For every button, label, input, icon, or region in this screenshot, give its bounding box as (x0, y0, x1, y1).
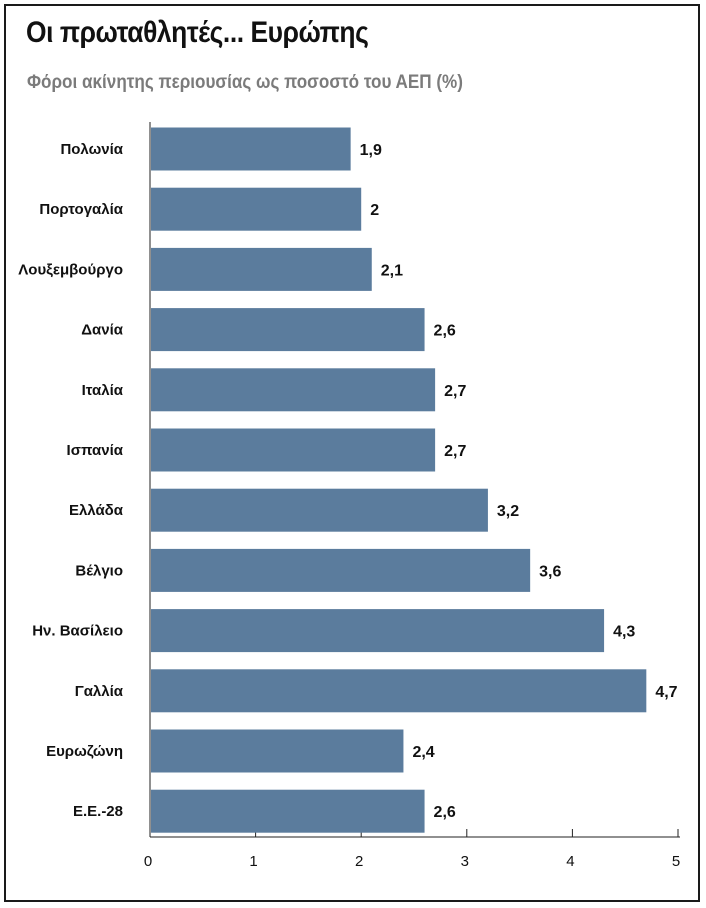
value-label: 3,6 (539, 563, 561, 580)
value-label: 2 (370, 202, 379, 219)
bar (151, 488, 488, 532)
category-label: Ε.Ε.-28 (73, 803, 123, 820)
x-tick-label: 5 (672, 853, 680, 870)
category-label: Ην. Βασίλειο (32, 623, 123, 640)
chart-title: Οι πρωταθλητές... Ευρώπης (26, 16, 369, 49)
bar (151, 548, 531, 592)
bar (151, 789, 425, 833)
bar (151, 669, 647, 713)
category-label: Γαλλία (75, 683, 124, 700)
value-label: 1,9 (360, 142, 382, 159)
x-tick-label: 0 (144, 853, 152, 870)
value-label: 2,7 (444, 383, 466, 400)
value-label: 2,6 (434, 323, 456, 340)
x-tick-label: 2 (355, 853, 363, 870)
category-label: Δανία (81, 322, 124, 339)
value-label: 2,7 (444, 443, 466, 460)
category-label: Βέλγιο (75, 562, 123, 579)
category-label: Πολωνία (60, 141, 123, 158)
value-label: 2,6 (434, 804, 456, 821)
category-label: Ελλάδα (69, 502, 124, 519)
x-tick-label: 4 (566, 853, 574, 870)
bar (151, 428, 436, 472)
value-label: 3,2 (497, 503, 519, 520)
bar (151, 187, 362, 231)
x-tick-label: 3 (461, 853, 469, 870)
category-label: Λουξεμβούργο (18, 261, 123, 278)
category-label: Πορτογαλία (39, 201, 123, 218)
category-label: Ευρωζώνη (46, 743, 123, 760)
bar (151, 308, 425, 352)
bar (151, 729, 404, 773)
bar (151, 368, 436, 412)
value-label: 4,7 (655, 684, 677, 701)
bar (151, 247, 372, 291)
bar (151, 609, 605, 653)
chart-subtitle: Φόροι ακίνητης περιουσίας ως ποσοστό του… (27, 72, 463, 93)
value-label: 2,4 (412, 744, 434, 761)
value-label: 2,1 (381, 262, 403, 279)
category-label: Ιταλία (82, 382, 124, 399)
bar (151, 127, 351, 171)
category-label: Ισπανία (67, 442, 124, 459)
value-label: 4,3 (613, 624, 635, 641)
x-tick-label: 1 (249, 853, 257, 870)
